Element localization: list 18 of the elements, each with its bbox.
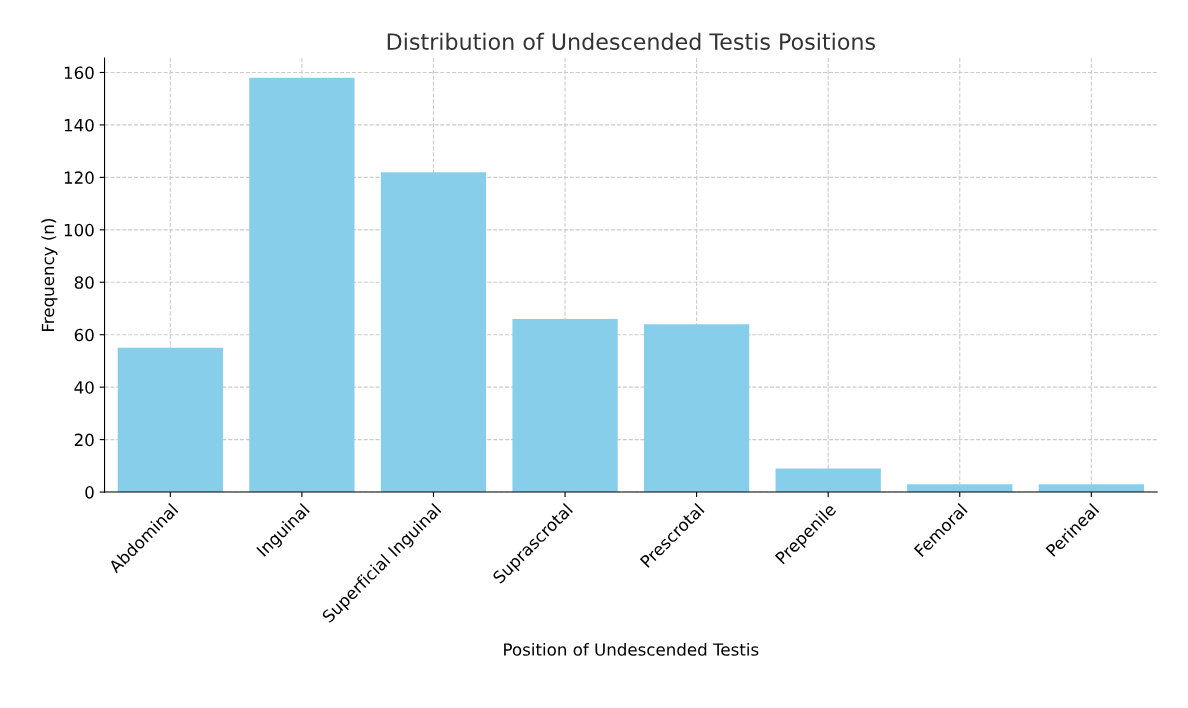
x-axis-title: Position of Undescended Testis <box>504 642 759 656</box>
y-tick-label: 80 <box>74 276 94 289</box>
y-tick-label: 20 <box>74 433 94 447</box>
y-axis-title: Frequency (n) <box>41 219 58 331</box>
y-tick-label: 100 <box>64 223 94 237</box>
bar <box>775 468 881 493</box>
y-tick-label: 0 <box>85 486 94 499</box>
bar <box>117 347 223 493</box>
bar <box>643 324 750 493</box>
y-tick-label: 40 <box>74 381 94 394</box>
bar <box>512 318 618 493</box>
chart-title: Distribution of Undescended Testis Positions <box>387 32 875 51</box>
bar <box>249 77 355 493</box>
y-tick-label: 120 <box>64 171 94 184</box>
y-tick-label: 160 <box>64 66 94 80</box>
bar <box>380 172 487 493</box>
y-tick-label: 140 <box>64 118 94 132</box>
y-tick-label: 60 <box>74 328 94 342</box>
